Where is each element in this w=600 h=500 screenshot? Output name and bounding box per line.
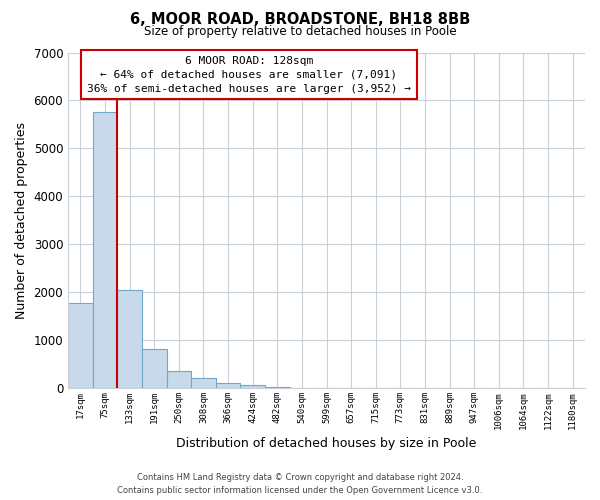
- Bar: [265, 387, 290, 388]
- X-axis label: Distribution of detached houses by size in Poole: Distribution of detached houses by size …: [176, 437, 477, 450]
- Bar: [92, 112, 117, 388]
- Bar: [142, 349, 167, 389]
- Text: 6 MOOR ROAD: 128sqm
← 64% of detached houses are smaller (7,091)
36% of semi-det: 6 MOOR ROAD: 128sqm ← 64% of detached ho…: [87, 56, 411, 94]
- Bar: [117, 290, 142, 388]
- Bar: [216, 383, 241, 388]
- Text: Size of property relative to detached houses in Poole: Size of property relative to detached ho…: [143, 25, 457, 38]
- Bar: [191, 378, 216, 388]
- Text: Contains HM Land Registry data © Crown copyright and database right 2024.
Contai: Contains HM Land Registry data © Crown c…: [118, 474, 482, 495]
- Bar: [241, 386, 265, 388]
- Y-axis label: Number of detached properties: Number of detached properties: [15, 122, 28, 319]
- Bar: [68, 303, 92, 388]
- Text: 6, MOOR ROAD, BROADSTONE, BH18 8BB: 6, MOOR ROAD, BROADSTONE, BH18 8BB: [130, 12, 470, 28]
- Bar: [167, 370, 191, 388]
